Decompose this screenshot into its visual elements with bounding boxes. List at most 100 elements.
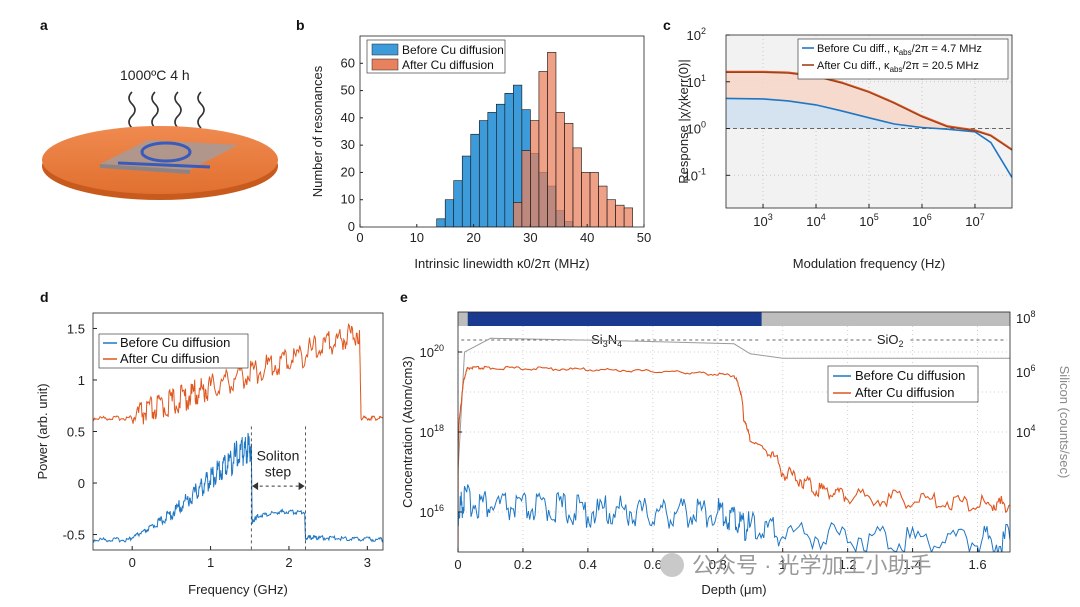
y-axis-label: Concentration (Atom/cm3) (400, 356, 415, 508)
histogram-bar-after (606, 199, 616, 227)
x-tick-label: 50 (637, 230, 651, 245)
sio2-label-bg (873, 330, 908, 348)
x-tick-label: 20 (466, 230, 480, 245)
legend: Before Cu diff., κabs/2π = 4.7 MHz After … (797, 38, 1009, 80)
histogram-bar-after (513, 202, 523, 227)
y-axis-label: Number of resonances (310, 65, 325, 197)
chart-c: 103 104 105 106 107 10-1 100 101 102 Modulation f… (676, 26, 1013, 271)
x-tick-label: 103 (753, 212, 772, 229)
y2-tick-label: 104 (1016, 423, 1035, 440)
x-tick-label: 10 (410, 230, 424, 245)
y-tick-label: 20 (341, 164, 355, 179)
panel-a-annotation: 1000ºC 4 h (120, 67, 190, 83)
si3n4-label-bg (587, 330, 634, 348)
series-line-before (93, 432, 383, 543)
arrow-head-right (298, 482, 305, 491)
legend-box (98, 333, 249, 369)
histogram-bar-after (547, 52, 557, 227)
histogram-bar-after (615, 204, 625, 227)
series-line-after (93, 322, 383, 425)
series-line-after (726, 71, 1012, 151)
y-tick-label: 10-1 (684, 166, 706, 183)
histogram-bar-after (623, 207, 633, 227)
watermark-text: 公众号 · 光学加工小助手 (692, 553, 932, 578)
histogram-bar-after (538, 71, 548, 227)
histogram-bar-after (598, 185, 608, 227)
x-tick-label: 30 (523, 230, 537, 245)
x-tick-label: 0 (129, 555, 136, 570)
layer-bar-si3n4 (467, 312, 762, 326)
y-tick-label: 60 (341, 55, 355, 70)
x-axis-label: Frequency (GHz) (188, 582, 288, 597)
y-tick-label: 1 (78, 373, 85, 388)
histogram-bar-before (461, 155, 472, 227)
y-tick-label: 102 (687, 26, 706, 43)
histogram-bar-after (530, 120, 540, 227)
wafer-disk-illustration (42, 126, 278, 200)
soliton-annotation-line2: step (265, 463, 292, 479)
x-tick-label: 0.4 (579, 557, 597, 572)
x-tick-label: 3 (364, 555, 371, 570)
si3n4-label: Si3N4 (591, 332, 622, 349)
y-tick-label: 1.5 (67, 321, 85, 336)
y-tick-label: 1018 (420, 423, 444, 440)
x-tick-label: 1.4 (904, 557, 922, 572)
y-tick-label: 0.5 (67, 425, 85, 440)
x-tick-label: 104 (806, 212, 825, 229)
x-tick-label: 0 (356, 230, 363, 245)
x-tick-label: 1 (779, 557, 786, 572)
series-line-before (458, 484, 1010, 552)
wechat-icon (660, 553, 684, 577)
x-tick-label: 1.2 (839, 557, 857, 572)
panel-c-letter: c (663, 17, 671, 33)
legend-entry: After Cu diffusion (855, 385, 954, 400)
x-axis-label: Modulation frequency (Hz) (793, 256, 945, 271)
x-tick-label: 107 (965, 212, 984, 229)
histogram-bar-before (478, 120, 489, 227)
x-tick-label: 105 (859, 212, 878, 229)
histogram-bar-after (581, 172, 591, 227)
y-tick-label: 0 (78, 476, 85, 491)
sio2-label: SiO2 (877, 332, 904, 349)
histogram-bar-before (504, 93, 514, 227)
x-tick-label: 0.6 (644, 557, 662, 572)
legend-entry: Before Cu diffusion (120, 335, 230, 350)
series-area-before (726, 98, 1012, 129)
y-tick-label: 30 (341, 137, 355, 152)
x-axis-label: Intrinsic linewidth κ0/2π (MHz) (414, 256, 589, 271)
x-tick-label: 0 (454, 557, 461, 572)
y2-tick-label: 106 (1016, 363, 1035, 380)
legend-box (797, 38, 1009, 80)
y-tick-label: 50 (341, 83, 355, 98)
y-axis-label: Response |χ/χkerr(0)| (676, 59, 691, 183)
panel-a-letter: a (40, 17, 48, 33)
arrow-head-left (252, 482, 259, 491)
legend-swatch (371, 43, 399, 56)
histogram-bar-after (521, 150, 531, 227)
legend-swatch (371, 58, 399, 71)
legend-entry: After Cu diffusion (402, 58, 494, 72)
x-tick-label: 1 (207, 555, 214, 570)
panel-e-letter: e (400, 289, 408, 305)
histogram-bar-before (436, 218, 446, 227)
legend-entry: Before Cu diffusion (402, 43, 504, 57)
axes-frame (359, 35, 645, 228)
legend-entry: After Cu diffusion (120, 351, 219, 366)
y2-tick-label: 108 (1016, 309, 1035, 326)
x-tick-label: 40 (580, 230, 594, 245)
x-tick-label: 2 (285, 555, 292, 570)
x-axis-label: Depth (μm) (701, 582, 766, 597)
histogram-bar-after (555, 112, 565, 227)
heat-wave-icons (128, 91, 205, 129)
series-line-after (458, 365, 1010, 552)
legend-entry: Before Cu diff., κabs/2π = 4.7 MHz (817, 43, 982, 57)
histogram-bar-before (444, 199, 455, 227)
histogram-bar-after (589, 172, 599, 227)
x-tick-label: 0.8 (709, 557, 727, 572)
watermark: 公众号 · 光学加工小助手 (660, 553, 932, 578)
legend-entry: After Cu diff., κabs/2π = 20.5 MHz (817, 60, 979, 74)
